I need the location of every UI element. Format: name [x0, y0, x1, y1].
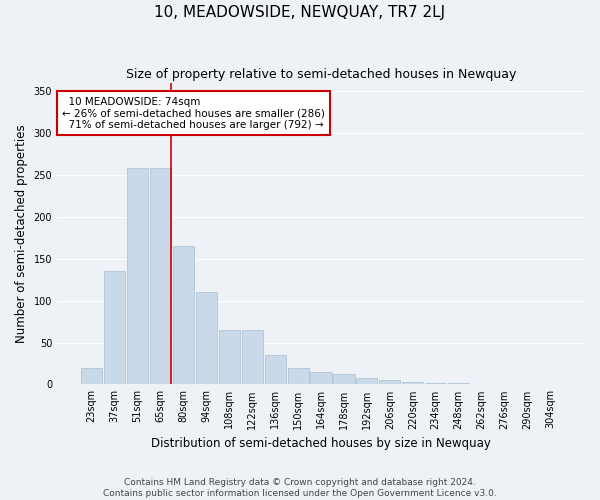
Bar	[379, 380, 400, 384]
Bar	[196, 292, 217, 384]
X-axis label: Distribution of semi-detached houses by size in Newquay: Distribution of semi-detached houses by …	[151, 437, 491, 450]
Bar	[425, 383, 446, 384]
Bar	[104, 272, 125, 384]
Text: 10, MEADOWSIDE, NEWQUAY, TR7 2LJ: 10, MEADOWSIDE, NEWQUAY, TR7 2LJ	[154, 5, 446, 20]
Bar	[402, 382, 424, 384]
Bar	[334, 374, 355, 384]
Text: Contains HM Land Registry data © Crown copyright and database right 2024.
Contai: Contains HM Land Registry data © Crown c…	[103, 478, 497, 498]
Text: 10 MEADOWSIDE: 74sqm
← 26% of semi-detached houses are smaller (286)
  71% of se: 10 MEADOWSIDE: 74sqm ← 26% of semi-detac…	[62, 96, 325, 130]
Bar	[127, 168, 148, 384]
Bar	[287, 368, 308, 384]
Bar	[173, 246, 194, 384]
Bar	[310, 372, 332, 384]
Bar	[448, 383, 469, 384]
Bar	[242, 330, 263, 384]
Bar	[81, 368, 102, 384]
Bar	[265, 355, 286, 384]
Y-axis label: Number of semi-detached properties: Number of semi-detached properties	[15, 124, 28, 343]
Title: Size of property relative to semi-detached houses in Newquay: Size of property relative to semi-detach…	[126, 68, 516, 80]
Bar	[356, 378, 377, 384]
Bar	[150, 168, 171, 384]
Bar	[218, 330, 240, 384]
